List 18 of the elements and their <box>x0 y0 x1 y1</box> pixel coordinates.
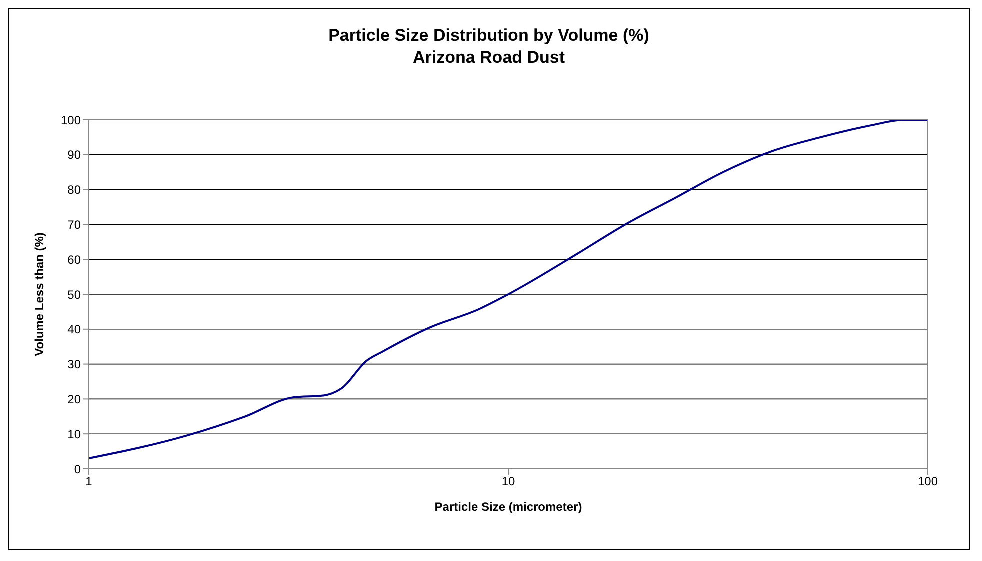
chart-subtitle: Arizona Road Dust <box>412 47 566 69</box>
y-tick-label: 60 <box>68 252 82 267</box>
y-tick-label: 30 <box>68 358 82 372</box>
y-tick-label: 80 <box>68 183 82 198</box>
y-tick-label: 20 <box>68 392 82 406</box>
y-tick-label: 0 <box>74 462 82 476</box>
x-axis-title: Particle Size (micrometer) <box>434 500 582 514</box>
y-tick-label: 70 <box>68 218 82 232</box>
y-tick-label: 90 <box>68 148 82 162</box>
y-tick-label: 10 <box>68 427 82 442</box>
chart-title: Particle Size Distribution by Volume (%) <box>328 25 650 47</box>
x-tick-label: 10 <box>502 474 516 489</box>
x-tick-label: 100 <box>918 474 938 489</box>
y-tick-label: 50 <box>68 288 82 302</box>
y-axis-title: Volume Less than (%) <box>32 232 46 356</box>
y-tick-label: 100 <box>60 113 82 128</box>
y-tick-label: 40 <box>68 322 82 337</box>
x-tick-label: 1 <box>86 474 93 489</box>
